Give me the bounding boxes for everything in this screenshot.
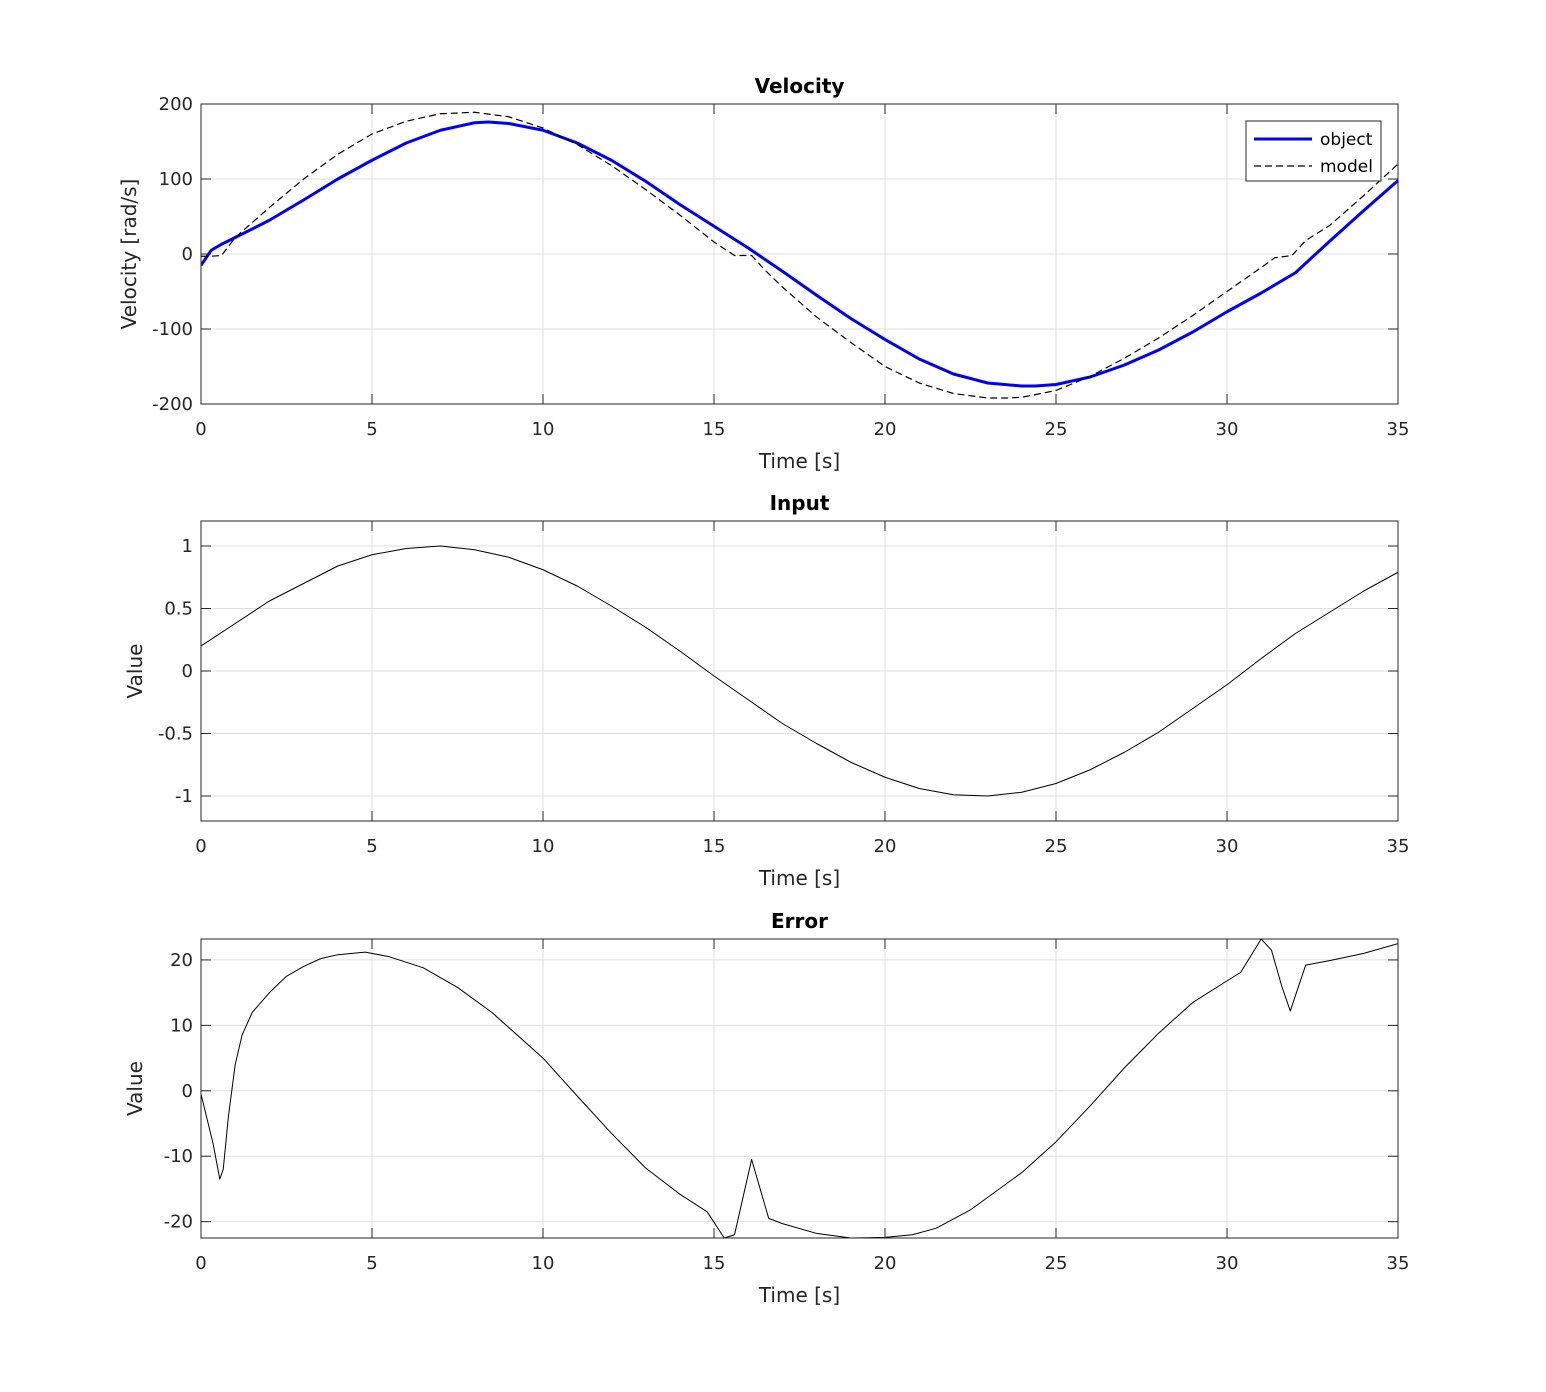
- input-ytick-label: -1: [175, 786, 193, 807]
- error-title: Error: [771, 909, 828, 933]
- input-subplot: 0 5 10 15 20 25 30 35 -1 -0.5 0 0.5 1 Input Time [s] Va…: [123, 491, 1409, 890]
- error-ytick-label: -20: [164, 1212, 193, 1233]
- input-xtick-label: 5: [366, 836, 377, 857]
- error-ylabel: Value: [123, 1061, 147, 1116]
- input-xtick-label: 10: [532, 836, 555, 857]
- velocity-xtick-label: 30: [1216, 419, 1239, 440]
- input-ylabel: Value: [123, 644, 147, 699]
- error-xtick-label: 5: [366, 1253, 377, 1274]
- velocity-title: Velocity: [755, 74, 845, 98]
- velocity-series-model: [201, 111, 1398, 399]
- velocity-ytick-label: 0: [182, 244, 193, 265]
- error-ytick-label: 10: [170, 1015, 193, 1036]
- error-ytick-label: 20: [170, 950, 193, 971]
- input-ytick-label: 1: [182, 536, 193, 557]
- input-xtick-label: 30: [1216, 836, 1239, 857]
- velocity-legend-label-model: model: [1320, 157, 1373, 177]
- error-xtick-label: 30: [1216, 1253, 1239, 1274]
- error-xtick-label: 35: [1387, 1253, 1410, 1274]
- error-xtick-label: 0: [195, 1253, 206, 1274]
- input-ytick-label: 0.5: [164, 599, 193, 620]
- velocity-xtick-label: 15: [703, 419, 726, 440]
- input-xtick-label: 20: [874, 836, 897, 857]
- velocity-xtick-label: 5: [366, 419, 377, 440]
- input-series-line: [201, 545, 1398, 797]
- velocity-xtick-label: 10: [532, 419, 555, 440]
- error-axes-box: [200, 938, 1399, 1239]
- input-title: Input: [770, 491, 830, 515]
- error-xlabel: Time [s]: [758, 1283, 840, 1307]
- input-xtick-label: 0: [195, 836, 206, 857]
- velocity-ytick-label: -100: [152, 319, 193, 340]
- velocity-xtick-label: 25: [1045, 419, 1068, 440]
- velocity-subplot: 0 5 10 15 20 25 30 35 -200 -100 0 100 200 Velocity Tim…: [117, 74, 1409, 473]
- error-ytick-label: -10: [164, 1146, 193, 1167]
- velocity-xtick-label: 35: [1387, 419, 1410, 440]
- error-series-line: [201, 938, 1398, 1239]
- input-xlabel: Time [s]: [758, 866, 840, 890]
- error-subplot: 0 5 10 15 20 25 30 35 -20 -10 0 10 20 Error Time [s] Va…: [123, 909, 1409, 1307]
- error-xtick-label: 15: [703, 1253, 726, 1274]
- velocity-legend: object model: [1245, 120, 1382, 182]
- input-ytick-label: 0: [182, 661, 193, 682]
- velocity-xtick-label: 20: [874, 419, 897, 440]
- velocity-ytick-label: 100: [159, 169, 193, 190]
- input-xtick-label: 25: [1045, 836, 1068, 857]
- velocity-ytick-label: 200: [159, 94, 193, 115]
- error-xtick-label: 25: [1045, 1253, 1068, 1274]
- error-xtick-label: 10: [532, 1253, 555, 1274]
- error-plot-area: [201, 939, 1398, 1238]
- velocity-ylabel: Velocity [rad/s]: [117, 179, 141, 330]
- error-xtick-label: 20: [874, 1253, 897, 1274]
- velocity-xtick-label: 0: [195, 419, 206, 440]
- velocity-legend-box: [1245, 120, 1382, 182]
- velocity-xlabel: Time [s]: [758, 449, 840, 473]
- velocity-legend-label-object: object: [1320, 130, 1373, 150]
- error-ytick-label: 0: [182, 1081, 193, 1102]
- input-xtick-label: 35: [1387, 836, 1410, 857]
- input-xtick-label: 15: [703, 836, 726, 857]
- input-ytick-label: -0.5: [158, 724, 193, 745]
- velocity-series-object: [201, 120, 1398, 388]
- velocity-ytick-label: -200: [152, 394, 193, 415]
